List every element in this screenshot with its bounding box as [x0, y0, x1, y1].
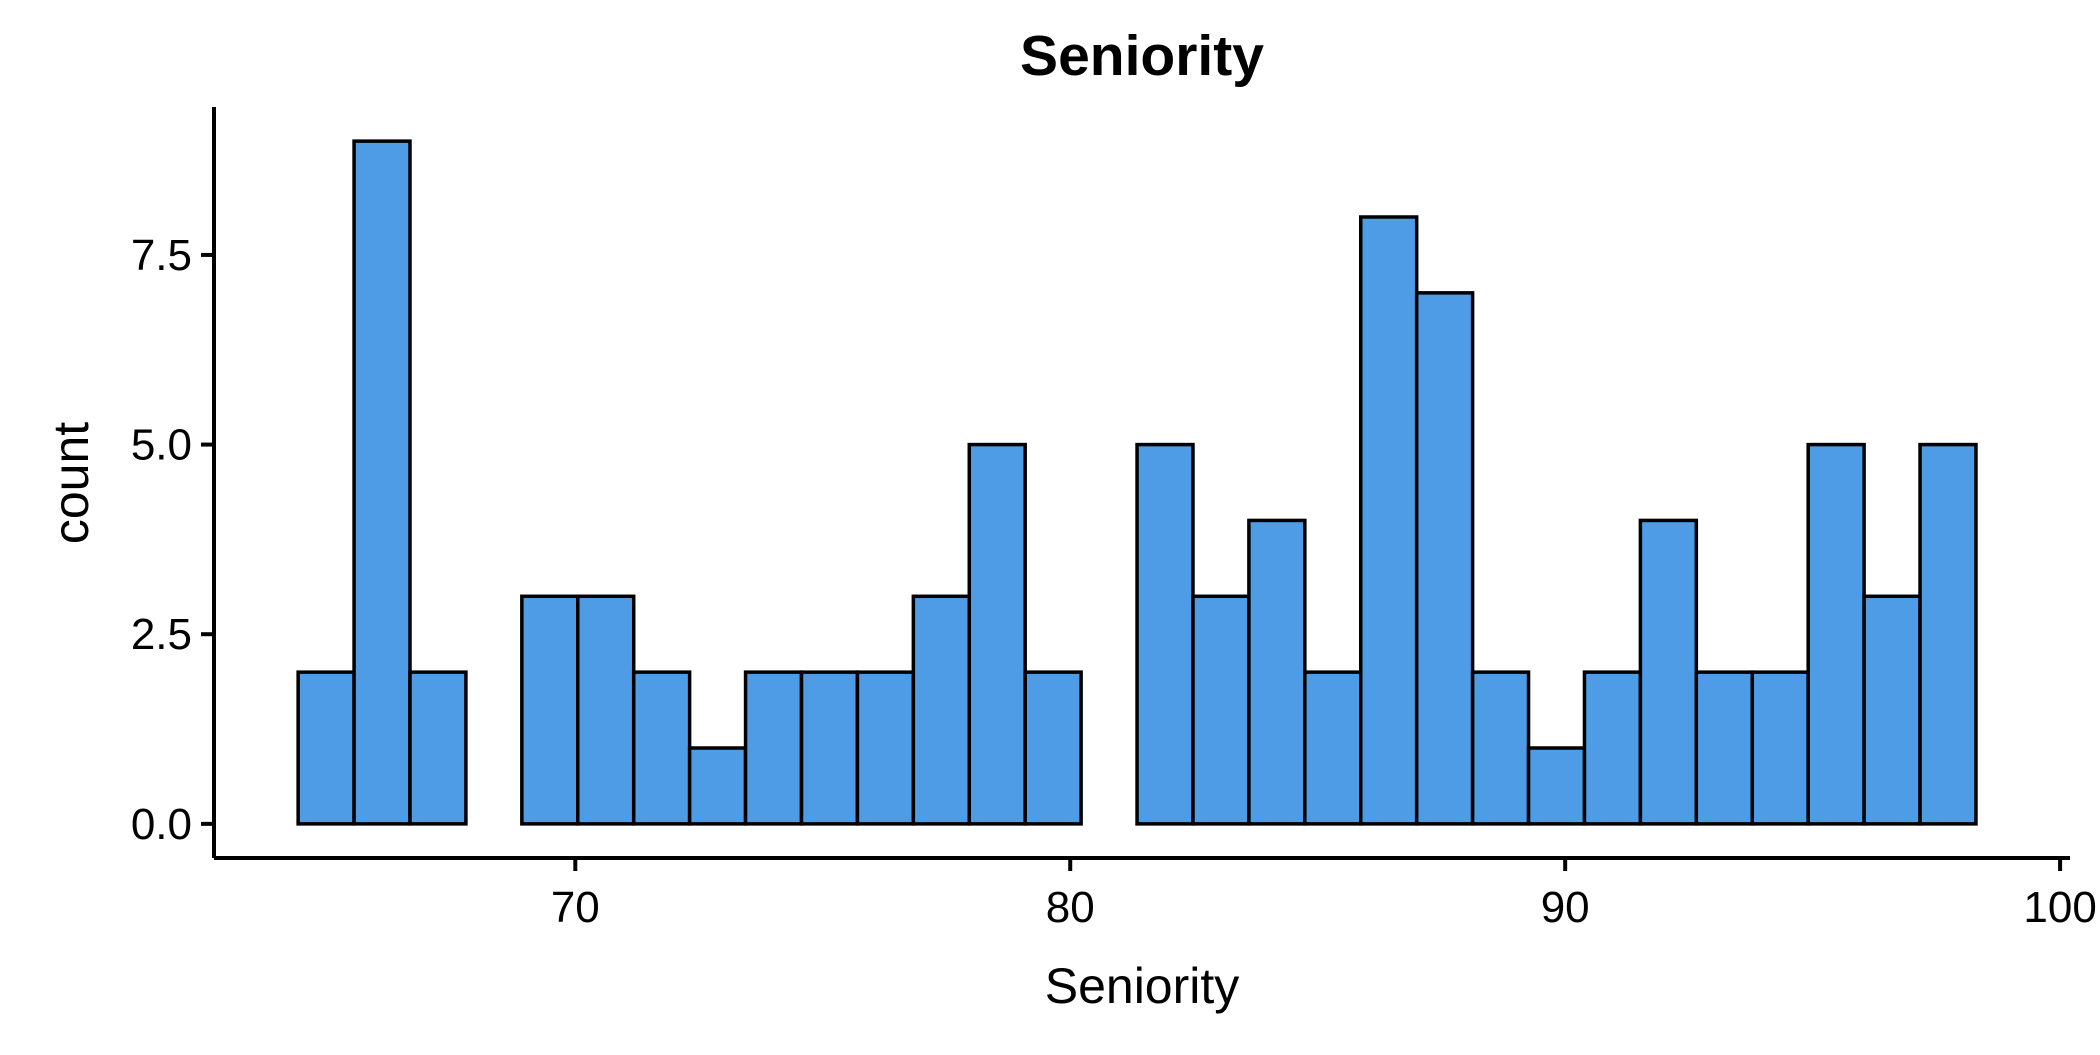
- histogram-bar-13: [1023, 670, 1083, 826]
- histogram-bar-16: [1191, 594, 1251, 826]
- y-tick-label: 2.5: [131, 610, 192, 659]
- histogram-bar-2: [408, 670, 468, 826]
- y-tick-label: 0.0: [131, 800, 192, 849]
- histogram-bar-15: [1135, 442, 1195, 826]
- histogram-bar-5: [576, 594, 636, 826]
- x-tick-label: 80: [1046, 883, 1095, 932]
- histogram-bar-29: [1918, 442, 1978, 826]
- x-axis-ticks: 70 80 90 100: [551, 858, 2097, 932]
- histogram-bar-25: [1694, 670, 1755, 826]
- histogram-bar-7: [687, 746, 748, 826]
- histogram-bar-18: [1303, 670, 1363, 826]
- y-axis-label: count: [43, 422, 99, 544]
- x-tick-label: 100: [2023, 883, 2096, 932]
- histogram-bar-6: [631, 670, 692, 826]
- histogram-bar-24: [1638, 518, 1699, 826]
- histogram-bar-22: [1526, 746, 1587, 826]
- histogram-bar-17: [1247, 518, 1307, 826]
- bars-layer: [296, 139, 1978, 826]
- y-tick-label: 5.0: [131, 421, 192, 470]
- histogram-bar-9: [799, 670, 860, 826]
- y-tick-label: 7.5: [131, 231, 192, 280]
- histogram-bar-11: [911, 594, 972, 826]
- histogram-bar-4: [520, 594, 580, 826]
- histogram-bar-10: [855, 670, 916, 826]
- histogram-bar-8: [743, 670, 804, 826]
- chart-title: Seniority: [1020, 24, 1264, 88]
- histogram-bar-0: [296, 670, 356, 826]
- histogram-bar-23: [1582, 670, 1643, 826]
- histogram-bar-26: [1750, 670, 1810, 826]
- x-axis-label: Seniority: [1045, 958, 1240, 1014]
- histogram-bar-20: [1414, 291, 1475, 826]
- histogram-bar-28: [1862, 594, 1922, 826]
- histogram-bar-12: [967, 442, 1027, 826]
- histogram-bar-27: [1806, 442, 1866, 826]
- histogram-bar-1: [352, 139, 412, 826]
- x-tick-label: 90: [1541, 883, 1590, 932]
- y-axis-ticks: 0.0 2.5 5.0 7.5: [131, 231, 214, 849]
- histogram-bar-21: [1470, 670, 1531, 826]
- x-tick-label: 70: [551, 883, 600, 932]
- histogram-bar-19: [1359, 215, 1419, 826]
